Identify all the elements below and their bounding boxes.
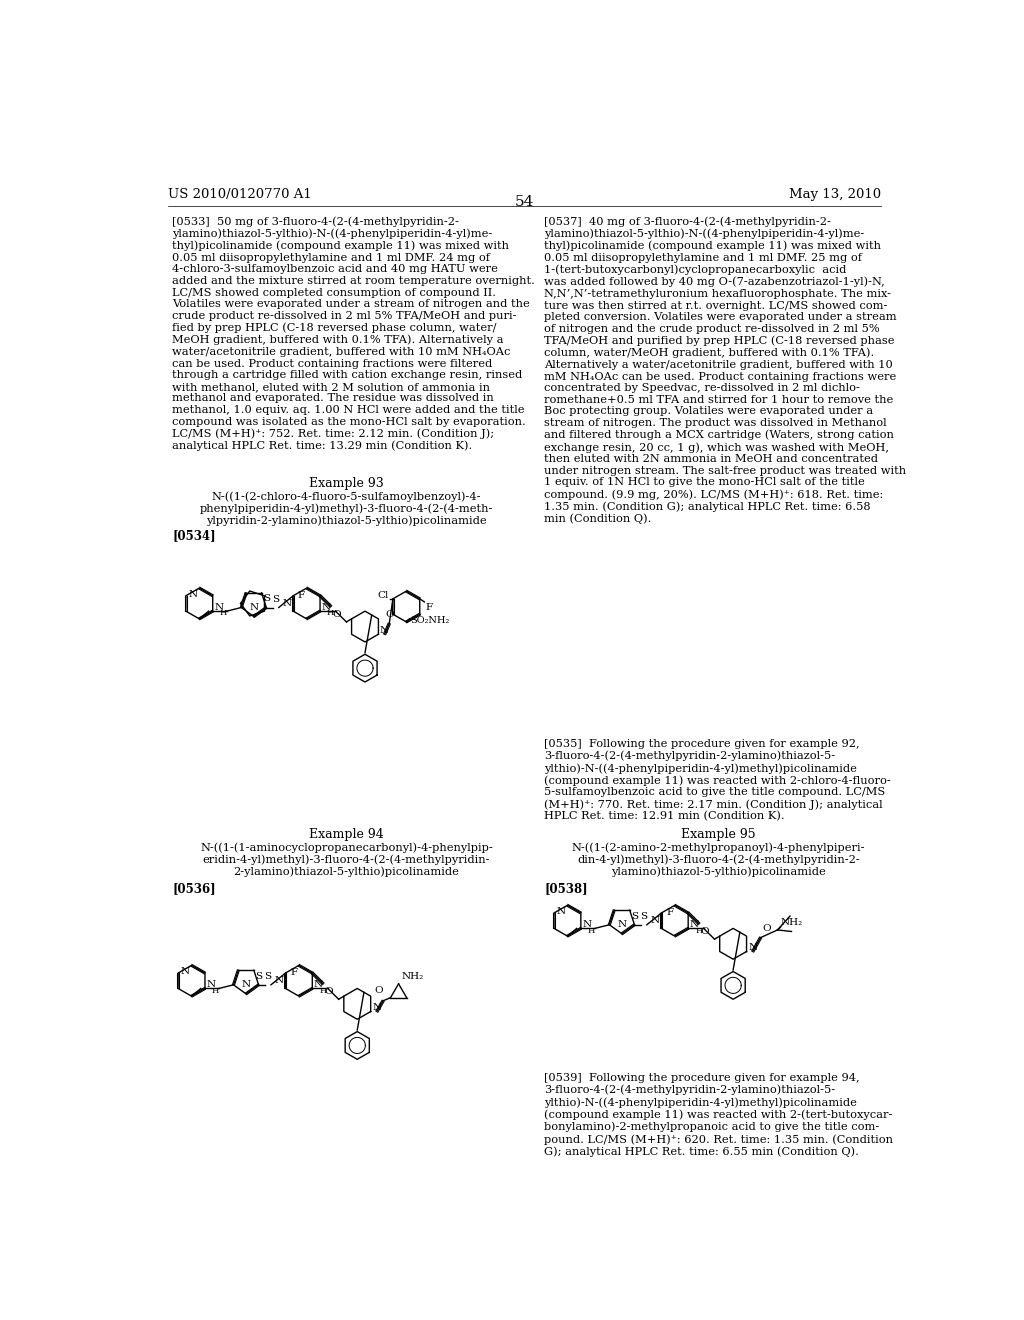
Text: N-((1-(1-aminocyclopropanecarbonyl)-4-phenylpip-
eridin-4-yl)methyl)-3-fluoro-4-: N-((1-(1-aminocyclopropanecarbonyl)-4-ph… [200,842,493,878]
Text: Cl: Cl [378,591,389,601]
Text: N: N [322,603,331,611]
Text: S: S [263,594,270,603]
Text: [0537]  40 mg of 3-fluoro-4-(2-(4-methylpyridin-2-
ylamino)thiazol-5-ylthio)-N-(: [0537] 40 mg of 3-fluoro-4-(2-(4-methylp… [544,216,906,524]
Text: N: N [207,981,216,989]
Text: F: F [298,591,305,601]
Text: Example 93: Example 93 [309,478,384,490]
Text: S: S [272,594,280,603]
Text: N: N [274,977,284,985]
Text: O: O [325,987,334,995]
Text: SO₂NH₂: SO₂NH₂ [411,615,450,624]
Text: US 2010/0120770 A1: US 2010/0120770 A1 [168,187,312,201]
Text: N: N [214,603,223,611]
Text: Example 95: Example 95 [681,829,756,841]
Text: N: N [242,981,251,989]
Text: N: N [283,599,292,609]
Text: F: F [666,908,673,917]
Text: H: H [319,987,327,995]
Text: O: O [333,610,341,619]
Text: N: N [181,966,190,975]
Text: N: N [690,920,698,929]
Text: [0536]: [0536] [172,882,216,895]
Text: N-((1-(2-amino-2-methylpropanoyl)-4-phenylpiperi-
din-4-yl)methyl)-3-fluoro-4-(2: N-((1-(2-amino-2-methylpropanoyl)-4-phen… [571,842,865,878]
Text: F: F [426,603,433,612]
Text: H: H [327,610,335,618]
Text: [0533]  50 mg of 3-fluoro-4-(2-(4-methylpyridin-2-
ylamino)thiazol-5-ylthio)-N-(: [0533] 50 mg of 3-fluoro-4-(2-(4-methylp… [172,216,536,451]
Text: S: S [255,972,262,981]
Text: H: H [695,927,702,935]
Text: N: N [249,603,258,612]
Text: O: O [762,924,771,933]
Text: [0539]  Following the procedure given for example 94,
3-fluoro-4-(2-(4-methylpyr: [0539] Following the procedure given for… [544,1073,893,1156]
Text: S: S [264,972,271,981]
Text: NH₂: NH₂ [401,972,424,981]
Text: Example 94: Example 94 [309,829,384,841]
Text: S: S [640,912,647,921]
Text: F: F [290,969,297,977]
Text: N: N [749,944,757,952]
Text: N-((1-(2-chloro-4-fluoro-5-sulfamoylbenzoyl)-4-
phenylpiperidin-4-yl)methyl)-3-f: N-((1-(2-chloro-4-fluoro-5-sulfamoylbenz… [200,491,494,527]
Text: O: O [700,927,710,936]
Text: O: O [385,610,393,619]
Text: [0538]: [0538] [544,882,588,895]
Text: H: H [212,987,219,995]
Text: N: N [188,590,198,598]
Text: [0535]  Following the procedure given for example 92,
3-fluoro-4-(2-(4-methylpyr: [0535] Following the procedure given for… [544,739,891,821]
Text: N: N [557,907,566,916]
Text: N: N [380,626,389,635]
Text: N: N [373,1003,381,1012]
Text: [0534]: [0534] [172,529,216,543]
Text: NH₂: NH₂ [780,917,803,927]
Text: S: S [631,912,638,920]
Text: 54: 54 [515,195,535,210]
Text: N: N [313,981,323,989]
Text: N: N [617,920,627,929]
Text: N: N [650,916,659,925]
Text: H: H [220,610,227,618]
Text: N: N [583,920,592,929]
Text: H: H [588,927,595,935]
Text: May 13, 2010: May 13, 2010 [790,187,882,201]
Text: O: O [374,986,383,995]
